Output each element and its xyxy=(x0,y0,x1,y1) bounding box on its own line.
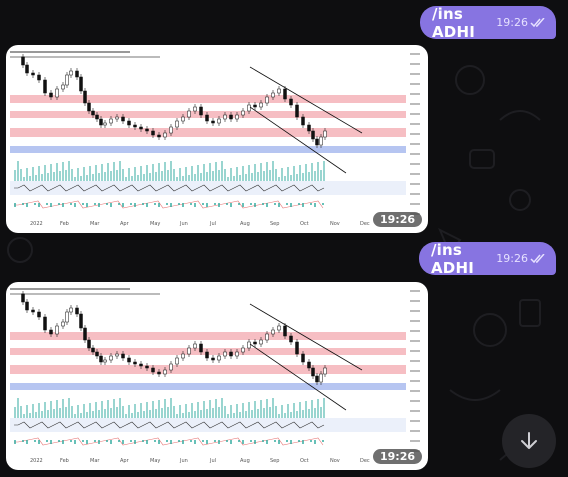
x-tick-label: Aug xyxy=(240,221,250,227)
stock-chart-image: 2022 Feb Mar Apr May Jun Jul Aug Sep Oct Nov Dec xyxy=(10,51,420,227)
double-check-icon xyxy=(530,253,546,264)
message-time: 19:26 xyxy=(496,16,528,29)
outgoing-message-bubble[interactable]: /ins ADHI 19:26 xyxy=(419,240,556,277)
x-tick-label: Oct xyxy=(300,221,309,227)
x-tick-label: Mar xyxy=(90,458,100,464)
x-tick-label: Jun xyxy=(179,458,188,464)
outgoing-message-bubble[interactable]: /ins ADHI 19:26 xyxy=(420,4,556,41)
message-time: 19:26 xyxy=(372,449,422,464)
x-tick-label: May xyxy=(150,458,160,464)
x-tick-label: Oct xyxy=(300,458,309,464)
x-tick-label: Feb xyxy=(60,221,69,227)
x-tick-label: Feb xyxy=(60,458,69,464)
incoming-photo-message[interactable]: 2022 Feb Mar Apr May Jun Jul Aug Sep Oct Nov Dec 19… xyxy=(6,45,428,233)
x-tick-label: Nov xyxy=(330,458,340,464)
message-text: /ins ADHI xyxy=(431,240,474,277)
x-tick-label: Dec xyxy=(360,458,370,464)
x-tick-label: Jul xyxy=(209,221,216,227)
x-tick-label: Aug xyxy=(240,458,250,464)
message-text: /ins ADHI xyxy=(432,4,475,41)
stock-chart-image: 2022 Feb Mar Apr May Jun Jul Aug Sep Oct Nov Dec xyxy=(10,288,420,464)
double-check-icon xyxy=(530,17,546,28)
x-tick-label: Apr xyxy=(120,221,130,227)
x-tick-label: Nov xyxy=(330,221,340,227)
message-time: 19:26 xyxy=(372,212,422,227)
x-tick-label: Jun xyxy=(179,221,188,227)
x-tick-label: Sep xyxy=(270,221,279,227)
arrow-down-icon xyxy=(521,432,537,449)
message-time: 19:26 xyxy=(496,252,528,265)
x-tick-label: Jul xyxy=(209,458,216,464)
x-tick-label: May xyxy=(150,221,160,227)
x-tick-label: Sep xyxy=(270,458,279,464)
x-tick-label: Mar xyxy=(90,221,100,227)
x-tick-label: Dec xyxy=(360,221,370,227)
x-tick-label: 2022 xyxy=(30,221,43,227)
incoming-photo-message[interactable]: 2022 Feb Mar Apr May Jun Jul Aug Sep Oct Nov Dec 19… xyxy=(6,282,428,470)
scroll-to-bottom-button[interactable] xyxy=(502,414,556,468)
x-tick-label: Apr xyxy=(120,458,130,464)
x-tick-label: 2022 xyxy=(30,458,43,464)
